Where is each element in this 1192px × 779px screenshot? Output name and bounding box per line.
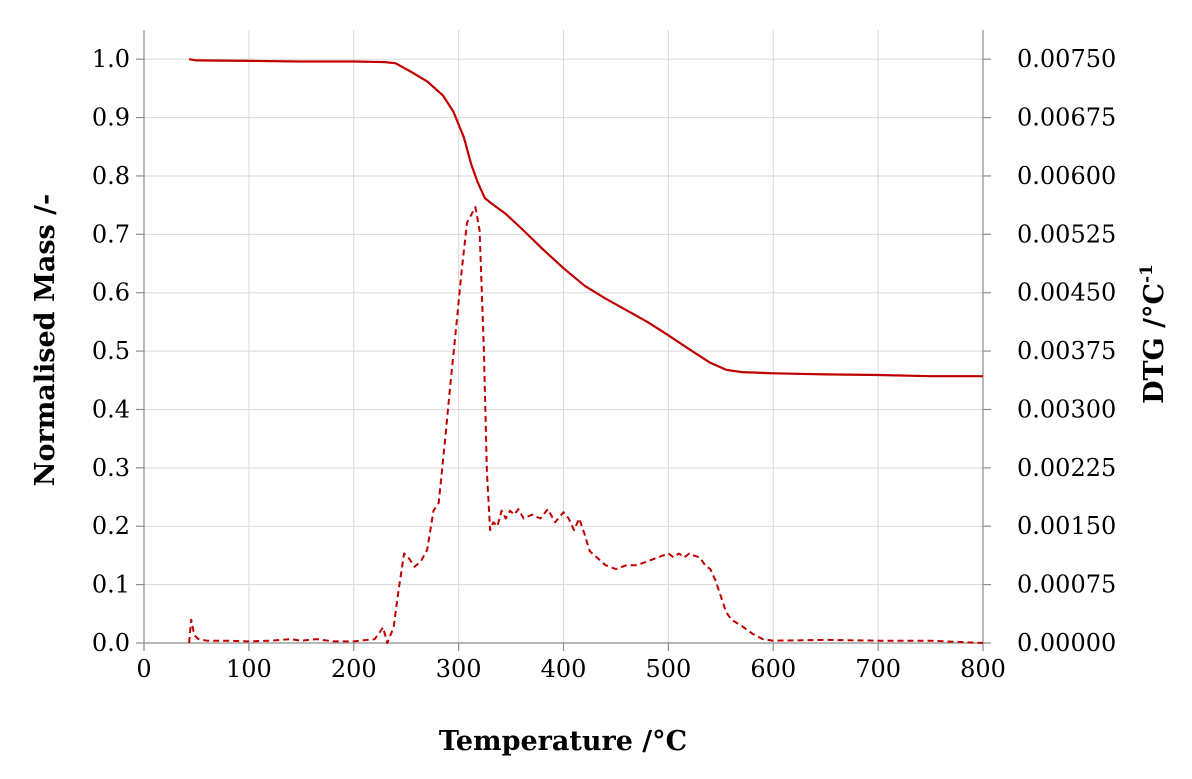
y-right-tick-label: 0.00225 [1017, 454, 1116, 482]
y-left-tick-label: 0.3 [92, 454, 130, 482]
dtg-series-line [188, 206, 984, 644]
series [188, 58, 984, 644]
y-left-tick-label: 0.0 [92, 629, 130, 657]
y-axis-right-title: DTG /°C-1 [1137, 264, 1170, 404]
y-left-tick-label: 0.4 [92, 395, 130, 423]
mass-series-line [188, 58, 983, 378]
y-right-tick-label: 0.00675 [1017, 104, 1116, 132]
x-tick-label: 400 [541, 655, 587, 683]
y-left-tick-label: 0.7 [92, 220, 130, 248]
y-right-tick-label: 0.00000 [1017, 629, 1116, 657]
y-axis-right-title-sup: -1 [1137, 264, 1157, 283]
y-left-tick-label: 0.8 [92, 162, 130, 190]
x-tick-label: 800 [960, 655, 1006, 683]
y-right-tick-label: 0.00375 [1017, 337, 1116, 365]
x-tick-label: 600 [750, 655, 796, 683]
grid [144, 30, 984, 643]
x-tick-label: 0 [136, 655, 151, 683]
y-left-tick-label: 0.1 [92, 571, 130, 599]
y-right-tick-label: 0.00525 [1017, 220, 1116, 248]
y-right-tick-label: 0.00450 [1017, 279, 1116, 307]
y-left-tick-label: 0.6 [92, 279, 130, 307]
x-tick-label: 100 [226, 655, 272, 683]
x-tick-label: 200 [331, 655, 377, 683]
y-right-tick-label: 0.00075 [1017, 571, 1116, 599]
y-right-tick-label: 0.00750 [1017, 45, 1116, 73]
y-axis-right-title-main: DTG /°C [1139, 283, 1170, 404]
x-tick-label: 500 [645, 655, 691, 683]
y-right-tick-label: 0.00600 [1017, 162, 1116, 190]
y-left-tick-label: 0.9 [92, 104, 130, 132]
x-tick-label: 300 [436, 655, 482, 683]
tick-labels: 0 100 200 300 400 500 600 700 800 0.0 0.1 0.2 0.3 0.4… [92, 45, 1116, 683]
x-tick-label: 700 [855, 655, 901, 683]
y-left-tick-label: 1.0 [92, 45, 130, 73]
y-left-tick-label: 0.5 [92, 337, 130, 365]
y-right-tick-label: 0.00150 [1017, 512, 1116, 540]
y-left-tick-label: 0.2 [92, 512, 130, 540]
x-axis-title: Temperature /°C [439, 726, 687, 757]
axes [136, 30, 991, 651]
y-axis-left-title: Normalised Mass /- [30, 194, 61, 486]
y-right-tick-label: 0.00300 [1017, 395, 1116, 423]
